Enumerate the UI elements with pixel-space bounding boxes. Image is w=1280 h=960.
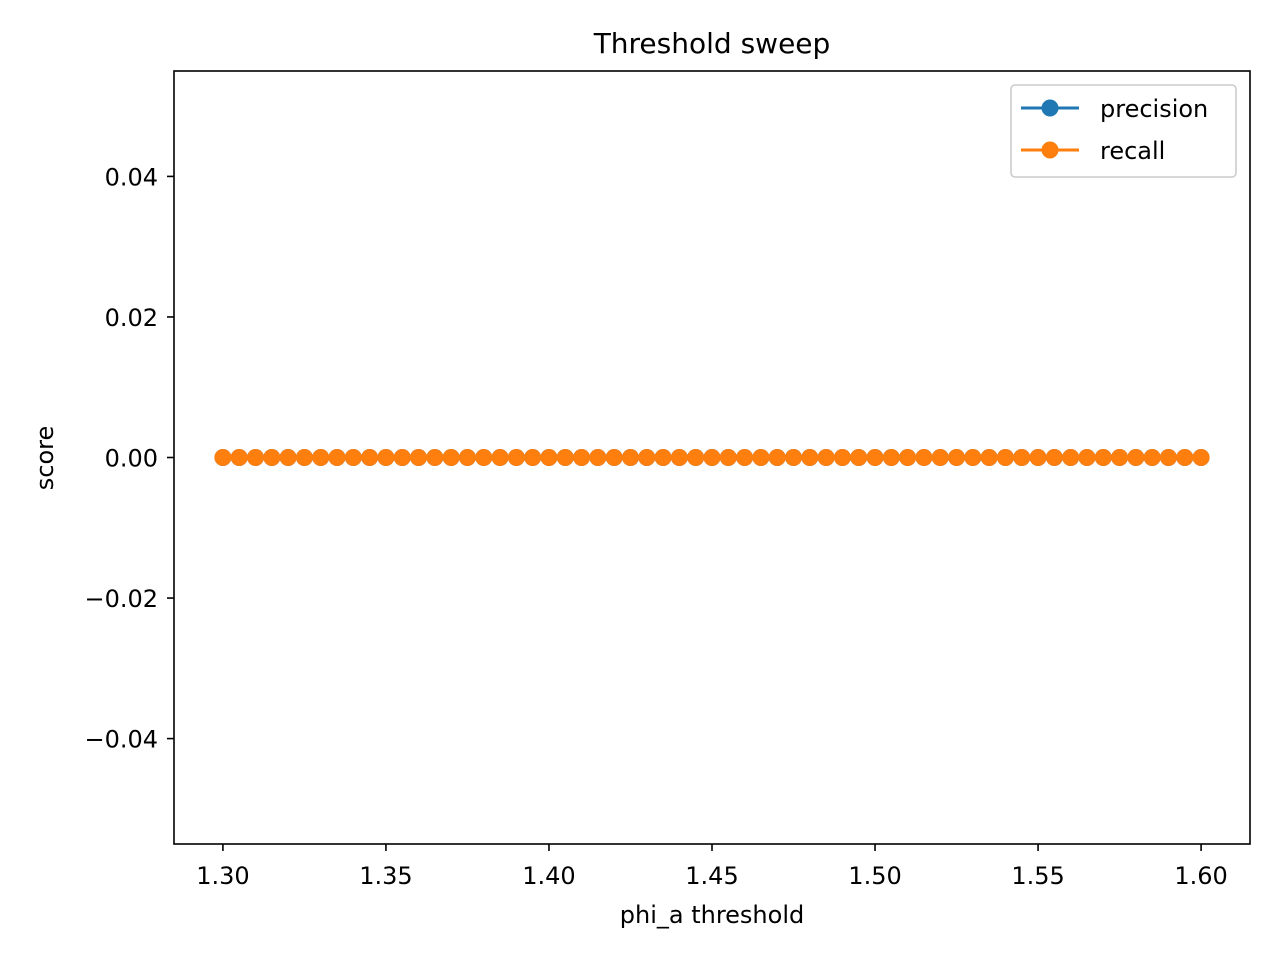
data-point-recall	[230, 449, 248, 466]
data-point-recall	[1143, 449, 1161, 466]
x-tick-label: 1.50	[848, 862, 901, 890]
data-point-recall	[899, 449, 917, 466]
data-point-recall	[833, 449, 851, 466]
data-point-recall	[948, 449, 966, 466]
y-tick-label: 0.04	[105, 163, 158, 191]
data-point-recall	[850, 449, 868, 466]
y-tick-label: −0.04	[84, 726, 158, 754]
x-tick-label: 1.55	[1011, 862, 1064, 890]
data-point-recall	[785, 449, 803, 466]
data-point-recall	[1192, 449, 1210, 466]
x-axis-ticks: 1.30 1.35 1.40 1.45 1.50 1.55 1.60	[196, 844, 1228, 890]
data-point-recall	[768, 449, 786, 466]
data-point-recall	[1078, 449, 1096, 466]
data-point-recall	[1013, 449, 1031, 466]
data-point-recall	[426, 449, 444, 466]
data-point-recall	[312, 449, 330, 466]
data-point-recall	[605, 449, 623, 466]
data-point-recall	[458, 449, 476, 466]
data-point-recall	[654, 449, 672, 466]
y-tick-label: −0.02	[84, 585, 158, 613]
y-tick-label: 0.02	[105, 304, 158, 332]
data-point-recall	[1045, 449, 1063, 466]
data-point-recall	[589, 449, 607, 466]
data-point-recall	[1062, 449, 1080, 466]
data-point-recall	[361, 449, 379, 466]
data-point-recall	[1094, 449, 1112, 466]
plot-frame	[173, 70, 1251, 845]
data-point-recall	[670, 449, 688, 466]
data-point-recall	[263, 449, 281, 466]
data-point-recall	[410, 449, 428, 466]
data-point-recall	[931, 449, 949, 466]
data-point-recall	[996, 449, 1014, 466]
legend-marker-precision	[1041, 99, 1059, 117]
data-point-recall	[540, 449, 558, 466]
data-point-recall	[393, 449, 411, 466]
data-point-recall	[377, 449, 395, 466]
x-tick-label: 1.45	[685, 862, 738, 890]
legend-label-precision: precision	[1100, 95, 1208, 123]
legend: precision recall	[1010, 84, 1237, 178]
data-point-recall	[524, 449, 542, 466]
data-point-recall	[279, 449, 297, 466]
legend-label-recall: recall	[1100, 137, 1165, 165]
data-point-recall	[915, 449, 933, 466]
data-point-recall	[638, 449, 656, 466]
x-tick-label: 1.40	[522, 862, 575, 890]
data-point-recall	[1159, 449, 1177, 466]
data-point-recall	[1029, 449, 1047, 466]
x-tick-label: 1.30	[196, 862, 249, 890]
data-point-recall	[1127, 449, 1145, 466]
data-point-recall	[475, 449, 493, 466]
series-recall	[214, 449, 1210, 466]
y-axis-label: score	[31, 426, 59, 491]
data-point-recall	[817, 449, 835, 466]
data-point-recall	[736, 449, 754, 466]
series-layer	[214, 449, 1210, 466]
data-point-recall	[687, 449, 705, 466]
data-point-recall	[295, 449, 313, 466]
x-axis-label: phi_a threshold	[620, 901, 804, 929]
data-point-recall	[491, 449, 509, 466]
data-point-recall	[442, 449, 460, 466]
data-point-recall	[719, 449, 737, 466]
data-point-recall	[882, 449, 900, 466]
data-point-recall	[621, 449, 639, 466]
data-point-recall	[703, 449, 721, 466]
y-tick-label: 0.00	[105, 445, 158, 473]
x-tick-label: 1.35	[359, 862, 412, 890]
data-point-recall	[1111, 449, 1129, 466]
legend-marker-recall	[1041, 141, 1059, 159]
data-point-recall	[344, 449, 362, 466]
data-point-recall	[964, 449, 982, 466]
data-point-recall	[328, 449, 346, 466]
chart-title: Threshold sweep	[593, 27, 831, 60]
x-tick-label: 1.60	[1174, 862, 1227, 890]
data-point-recall	[801, 449, 819, 466]
y-axis-ticks: −0.04 −0.02 0.00 0.02 0.04	[84, 163, 174, 754]
data-point-recall	[556, 449, 574, 466]
data-point-recall	[507, 449, 525, 466]
data-point-recall	[573, 449, 591, 466]
data-point-recall	[214, 449, 232, 466]
data-point-recall	[866, 449, 884, 466]
data-point-recall	[247, 449, 265, 466]
data-point-recall	[1176, 449, 1194, 466]
data-point-recall	[752, 449, 770, 466]
data-point-recall	[980, 449, 998, 466]
